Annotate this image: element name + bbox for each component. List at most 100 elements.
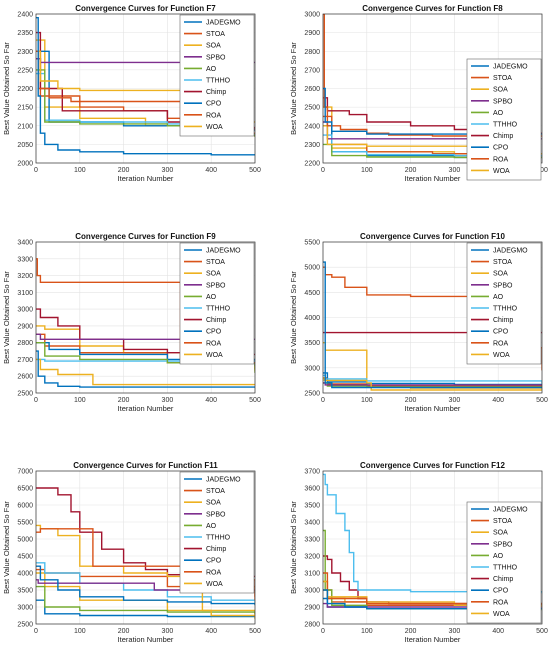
y-tick-label: 7000 — [17, 469, 33, 476]
x-tick-label: 500 — [249, 397, 261, 404]
y-axis-label: Best Value Obtained So Far — [2, 501, 11, 594]
x-tick-label: 400 — [205, 397, 217, 404]
y-tick-label: 2900 — [304, 605, 320, 612]
y-tick-label: 2300 — [304, 142, 320, 149]
y-tick-label: 3500 — [17, 588, 33, 595]
y-tick-label: 3500 — [304, 340, 320, 347]
y-tick-label: 2800 — [304, 49, 320, 56]
y-tick-label: 4000 — [17, 571, 33, 578]
y-axis-label: Best Value Obtained So Far — [289, 271, 298, 364]
y-tick-label: 3300 — [17, 256, 33, 263]
x-tick-label: 200 — [405, 167, 417, 174]
legend-label: TTHHO — [206, 535, 231, 542]
legend-label: JADEGMO — [206, 477, 241, 484]
legend-label: WOA — [206, 581, 223, 588]
y-axis-label: Best Value Obtained So Far — [2, 271, 11, 364]
legend-label: AO — [493, 110, 504, 117]
legend-label: WOA — [493, 352, 510, 359]
series-line-spbo — [323, 382, 542, 386]
legend-label: AO — [493, 553, 504, 560]
legend-label: CPO — [493, 145, 509, 152]
x-tick-label: 0 — [34, 397, 38, 404]
y-tick-label: 3400 — [17, 240, 33, 247]
legend-label: Chimp — [493, 133, 513, 140]
x-tick-label: 300 — [162, 397, 174, 404]
series-line-tthho — [323, 134, 542, 157]
legend-label: CPO — [206, 558, 222, 565]
legend-label: WOA — [493, 168, 510, 175]
x-axis-label: Iteration Number — [118, 174, 174, 183]
x-axis-label: Iteration Number — [118, 635, 174, 644]
y-tick-label: 2350 — [17, 30, 33, 37]
legend-box — [179, 14, 255, 137]
x-axis-label: Iteration Number — [405, 404, 461, 413]
legend: JADEGMO STOA SOA SPBO AO TTHHO Chimp CPO ROA WOA — [179, 242, 255, 365]
legend-label: SOA — [206, 271, 221, 278]
legend-label: Chimp — [206, 546, 226, 553]
chart-1: 0 100 200 300 400 500 2000 2050 2100 2150 2200 2250… — [2, 4, 261, 183]
y-tick-label: 3200 — [17, 273, 33, 280]
legend-label: SOA — [493, 271, 508, 278]
legend-label: ROA — [493, 599, 509, 606]
legend-box — [179, 471, 255, 594]
x-axis-label: Iteration Number — [405, 174, 461, 183]
legend-label: STOA — [206, 31, 225, 38]
x-tick-label: 400 — [205, 628, 217, 635]
y-tick-label: 2300 — [17, 49, 33, 56]
y-tick-label: 3000 — [17, 605, 33, 612]
series-line-ao — [36, 585, 255, 614]
chart-title: Convergence Curves for Function F12 — [360, 461, 505, 470]
legend-label: SPBO — [493, 541, 513, 548]
y-tick-label: 6000 — [17, 503, 33, 510]
legend-label: ROA — [206, 569, 222, 576]
y-tick-label: 2600 — [304, 86, 320, 93]
x-tick-label: 500 — [249, 628, 261, 635]
x-tick-label: 300 — [449, 167, 461, 174]
y-tick-label: 2100 — [17, 123, 33, 130]
chart-5: 0 100 200 300 400 500 2500 3000 3500 4000 4500 5000… — [2, 461, 261, 644]
y-tick-label: 2500 — [17, 622, 33, 629]
y-tick-label: 2250 — [17, 67, 33, 74]
y-tick-label: 3000 — [304, 12, 320, 19]
plot-frame — [322, 470, 543, 625]
series-line-stoa — [323, 572, 542, 606]
legend-label: Chimp — [493, 576, 513, 583]
x-tick-label: 200 — [405, 397, 417, 404]
legend-label: AO — [206, 66, 217, 73]
y-tick-label: 3500 — [304, 503, 320, 510]
y-tick-label: 5500 — [304, 240, 320, 247]
y-tick-label: 4500 — [304, 290, 320, 297]
series-group — [323, 261, 542, 391]
y-tick-label: 3600 — [304, 486, 320, 493]
x-tick-label: 300 — [449, 628, 461, 635]
y-tick-label: 4000 — [304, 315, 320, 322]
y-tick-label: 2500 — [304, 105, 320, 112]
y-tick-label: 6500 — [17, 486, 33, 493]
x-tick-label: 0 — [34, 628, 38, 635]
x-axis-label: Iteration Number — [405, 635, 461, 644]
legend-label: ROA — [493, 156, 509, 163]
legend-label: SPBO — [493, 98, 513, 105]
legend-label: ROA — [206, 340, 222, 347]
series-line-tthho — [323, 473, 542, 594]
series-line-roa — [323, 115, 542, 155]
x-tick-label: 400 — [492, 397, 504, 404]
plot-frame — [35, 470, 256, 625]
series-line-soa — [36, 358, 255, 386]
y-tick-label: 3100 — [17, 290, 33, 297]
legend-label: JADEGMO — [493, 64, 528, 71]
legend: JADEGMO STOA SOA SPBO AO TTHHO Chimp CPO ROA WOA — [466, 242, 542, 365]
x-tick-label: 200 — [118, 167, 130, 174]
y-tick-label: 2900 — [304, 30, 320, 37]
legend-label: TTHHO — [493, 565, 518, 572]
series-line-tthho — [36, 562, 255, 604]
y-tick-label: 3000 — [17, 307, 33, 314]
legend-label: SOA — [206, 43, 221, 50]
y-tick-label: 5000 — [17, 537, 33, 544]
series-line-jadegmo — [36, 350, 255, 388]
y-tick-label: 2800 — [17, 340, 33, 347]
y-axis-label: Best Value Obtained So Far — [2, 42, 11, 135]
x-tick-label: 300 — [449, 397, 461, 404]
y-tick-label: 2200 — [304, 161, 320, 168]
series-line-spbo — [36, 333, 255, 340]
